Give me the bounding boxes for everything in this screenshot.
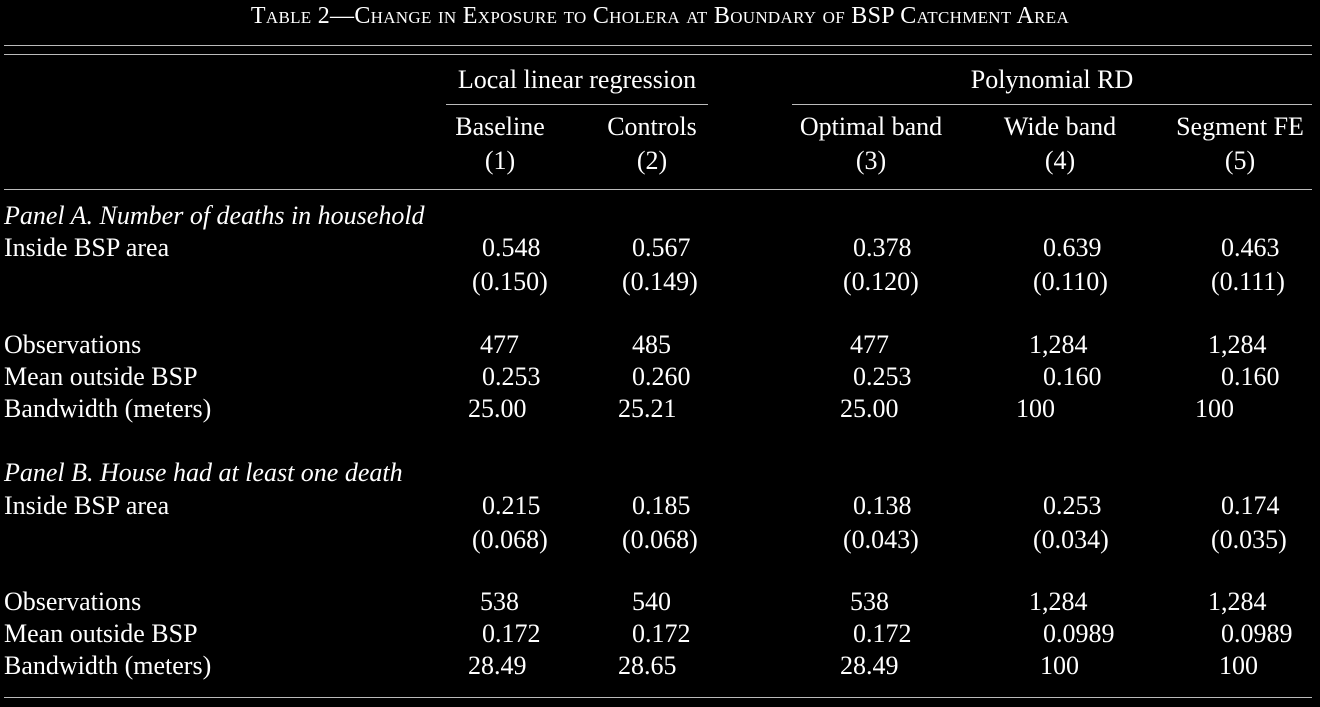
cell-a-coef-1: 0.548 bbox=[482, 233, 541, 262]
column-header-optimal-band: Optimal band bbox=[799, 112, 943, 141]
cell-b-se-1: (0.068) bbox=[472, 525, 548, 554]
group-header-local-linear: Local linear regression bbox=[457, 65, 697, 94]
row-label-bw-a: Bandwidth (meters) bbox=[4, 394, 212, 423]
top-rule-2 bbox=[4, 54, 1312, 55]
cell-a-mean-1: 0.253 bbox=[482, 362, 541, 391]
cell-b-se-5: (0.035) bbox=[1211, 525, 1287, 554]
cell-a-obs-4: 1,284 bbox=[1029, 330, 1088, 359]
cell-b-obs-3: 538 bbox=[850, 587, 889, 616]
cell-b-bw-4: 100 bbox=[1040, 651, 1079, 680]
cell-b-se-4: (0.034) bbox=[1033, 525, 1109, 554]
column-header-wide-band: Wide band bbox=[1003, 112, 1117, 141]
cell-b-obs-2: 540 bbox=[632, 587, 671, 616]
row-label-inside-a: Inside BSP area bbox=[4, 233, 170, 262]
cell-b-coef-3: 0.138 bbox=[853, 491, 912, 520]
row-label-mean-b: Mean outside BSP bbox=[4, 619, 198, 648]
bottom-rule bbox=[4, 697, 1312, 698]
cell-b-bw-5: 100 bbox=[1219, 651, 1258, 680]
cell-a-mean-3: 0.253 bbox=[853, 362, 912, 391]
group-rule-local-linear bbox=[446, 104, 708, 105]
column-number-5: (5) bbox=[1224, 146, 1256, 175]
cell-a-se-5: (0.111) bbox=[1211, 267, 1285, 296]
cell-a-coef-4: 0.639 bbox=[1043, 233, 1102, 262]
cell-b-mean-5: 0.0989 bbox=[1221, 619, 1293, 648]
top-rule-1 bbox=[4, 45, 1312, 46]
row-label-inside-b: Inside BSP area bbox=[4, 491, 170, 520]
cell-a-obs-5: 1,284 bbox=[1208, 330, 1267, 359]
cell-a-bw-5: 100 bbox=[1195, 394, 1234, 423]
cell-a-se-2: (0.149) bbox=[622, 267, 698, 296]
column-number-2: (2) bbox=[636, 146, 668, 175]
cell-a-bw-2: 25.21 bbox=[618, 394, 677, 423]
cell-b-bw-2: 28.65 bbox=[618, 651, 677, 680]
cell-b-se-3: (0.043) bbox=[843, 525, 919, 554]
row-label-obs-b: Observations bbox=[4, 587, 142, 616]
column-number-4: (4) bbox=[1044, 146, 1076, 175]
column-header-segment-fe: Segment FE bbox=[1176, 112, 1304, 141]
row-label-bw-b: Bandwidth (meters) bbox=[4, 651, 212, 680]
cell-a-coef-2: 0.567 bbox=[632, 233, 691, 262]
cell-a-se-1: (0.150) bbox=[472, 267, 548, 296]
cell-b-coef-2: 0.185 bbox=[632, 491, 691, 520]
cell-a-mean-4: 0.160 bbox=[1043, 362, 1102, 391]
column-header-baseline: Baseline bbox=[455, 112, 545, 141]
cell-b-mean-1: 0.172 bbox=[482, 619, 541, 648]
cell-a-coef-3: 0.378 bbox=[853, 233, 912, 262]
panel-a-title: Panel A. Number of deaths in household bbox=[4, 201, 425, 230]
cell-a-obs-3: 477 bbox=[850, 330, 889, 359]
cell-b-bw-1: 28.49 bbox=[468, 651, 527, 680]
cell-b-bw-3: 28.49 bbox=[840, 651, 899, 680]
group-rule-polynomial bbox=[792, 104, 1312, 105]
row-label-obs-a: Observations bbox=[4, 330, 142, 359]
cell-a-se-4: (0.110) bbox=[1033, 267, 1108, 296]
group-header-polynomial: Polynomial RD bbox=[970, 65, 1134, 94]
cell-b-coef-4: 0.253 bbox=[1043, 491, 1102, 520]
cell-b-se-2: (0.068) bbox=[622, 525, 698, 554]
row-label-mean-a: Mean outside BSP bbox=[4, 362, 198, 391]
cell-a-bw-4: 100 bbox=[1016, 394, 1055, 423]
cell-a-coef-5: 0.463 bbox=[1221, 233, 1280, 262]
cell-b-mean-2: 0.172 bbox=[632, 619, 691, 648]
cell-b-obs-5: 1,284 bbox=[1208, 587, 1267, 616]
cell-b-coef-1: 0.215 bbox=[482, 491, 541, 520]
cell-b-obs-4: 1,284 bbox=[1029, 587, 1088, 616]
cell-a-obs-1: 477 bbox=[480, 330, 519, 359]
cell-b-coef-5: 0.174 bbox=[1221, 491, 1280, 520]
cell-b-mean-3: 0.172 bbox=[853, 619, 912, 648]
cell-a-mean-5: 0.160 bbox=[1221, 362, 1280, 391]
column-header-controls: Controls bbox=[607, 112, 697, 141]
header-rule bbox=[4, 189, 1312, 190]
cell-b-mean-4: 0.0989 bbox=[1043, 619, 1115, 648]
cell-a-obs-2: 485 bbox=[632, 330, 671, 359]
column-number-3: (3) bbox=[855, 146, 887, 175]
cell-b-obs-1: 538 bbox=[480, 587, 519, 616]
cell-a-mean-2: 0.260 bbox=[632, 362, 691, 391]
table-title: Table 2—Change in Exposure to Cholera at… bbox=[250, 3, 1070, 29]
column-number-1: (1) bbox=[484, 146, 516, 175]
cell-a-bw-1: 25.00 bbox=[468, 394, 527, 423]
panel-b-title: Panel B. House had at least one death bbox=[4, 458, 403, 487]
cell-a-bw-3: 25.00 bbox=[840, 394, 899, 423]
cell-a-se-3: (0.120) bbox=[843, 267, 919, 296]
